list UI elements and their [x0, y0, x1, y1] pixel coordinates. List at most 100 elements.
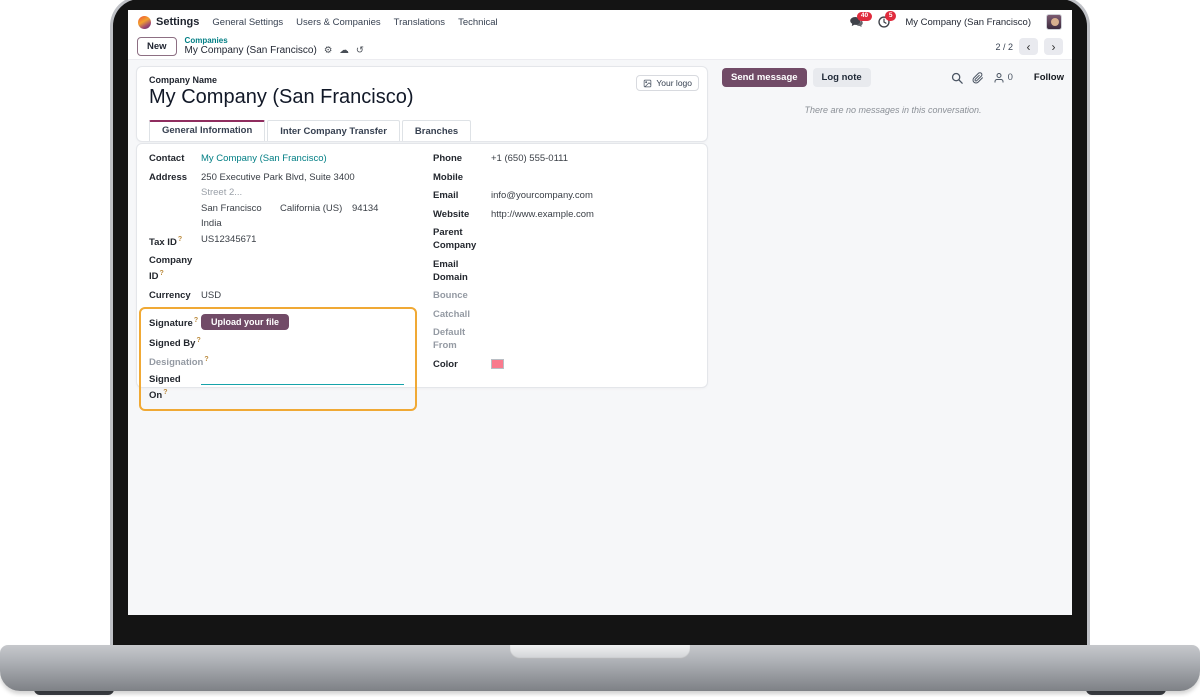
contact-field-row: Contact My Company (San Francisco) — [149, 152, 421, 165]
followers-count: 0 — [1007, 72, 1013, 83]
phone-input[interactable]: +1 (650) 555-0111 — [491, 153, 569, 164]
signature-label: Signature? — [149, 317, 199, 329]
email-input[interactable]: info@yourcompany.com — [491, 190, 593, 201]
record-pager: 2 / 2 ‹ › — [995, 38, 1063, 55]
company-name-label: Company Name — [149, 75, 218, 85]
tab-inter-company-transfer[interactable]: Inter Company Transfer — [267, 120, 400, 141]
company-name-input[interactable]: My Company (San Francisco) — [149, 86, 414, 108]
email-field-row: Email info@yourcompany.com — [433, 189, 707, 202]
default-from-field-row: Default From — [433, 326, 707, 352]
upload-logo-button[interactable]: Your logo — [636, 75, 699, 91]
catchall-field-row: Catchall — [433, 308, 707, 321]
follow-button[interactable]: Follow — [1033, 72, 1064, 83]
messages-button[interactable]: 40 — [850, 11, 872, 28]
email-label: Email — [433, 190, 459, 201]
pager-previous-button[interactable]: ‹ — [1019, 38, 1038, 55]
parent-company-label: Parent Company — [433, 227, 477, 251]
currency-field-row: Currency USD — [149, 289, 421, 302]
followers-button[interactable]: 0 — [993, 72, 1013, 84]
bounce-field-row: Bounce — [433, 289, 707, 302]
discard-icon[interactable]: ↺ — [355, 45, 364, 57]
currency-label: Currency — [149, 289, 191, 301]
catchall-label: Catchall — [433, 308, 470, 320]
chatter-panel: Send message Log note 0 Follow The — [722, 68, 1064, 115]
tab-branches[interactable]: Branches — [401, 120, 472, 141]
currency-input[interactable]: USD — [201, 289, 222, 301]
attachments-icon[interactable] — [972, 71, 984, 84]
breadcrumb: Companies My Company (San Francisco) ⚙ ☁… — [185, 36, 364, 57]
app-name: Settings — [156, 16, 200, 28]
company-id-label: Company ID? — [149, 255, 193, 282]
breadcrumb-companies-link[interactable]: Companies — [184, 36, 228, 46]
form-right-column: Phone +1 (650) 555-0111 Mobile Email inf… — [433, 152, 707, 387]
log-note-button[interactable]: Log note — [812, 68, 871, 87]
activities-badge: 5 — [885, 11, 896, 21]
state-input[interactable]: California (US) — [280, 202, 343, 214]
breadcrumb-current: My Company (San Francisco) — [184, 45, 317, 57]
user-avatar[interactable] — [1046, 14, 1062, 30]
company-switcher[interactable]: My Company (San Francisco) — [905, 16, 1031, 28]
empty-conversation-text: There are no messages in this conversati… — [804, 105, 982, 115]
app-switcher[interactable]: Settings — [138, 15, 200, 29]
new-button[interactable]: New — [137, 37, 177, 56]
signature-highlight-box: Signature? Upload your file Signed By? D… — [139, 307, 417, 411]
help-icon: ? — [204, 356, 209, 363]
tab-general-information[interactable]: General Information — [149, 120, 266, 141]
color-swatch[interactable] — [491, 358, 504, 369]
tax-id-field-row: Tax ID? US12345671 — [149, 233, 421, 249]
address-field-block: Address 250 Executive Park Blvd, Suite 3… — [149, 171, 421, 231]
website-input[interactable]: http://www.example.com — [491, 208, 594, 220]
help-icon: ? — [159, 270, 164, 277]
street-input[interactable]: 250 Executive Park Blvd, Suite 3400 — [201, 171, 355, 183]
default-from-label: Default From — [433, 327, 466, 351]
help-icon: ? — [196, 336, 201, 344]
phone-label: Phone — [433, 153, 463, 164]
save-cloud-icon[interactable]: ☁ — [339, 45, 349, 57]
search-messages-icon[interactable] — [951, 72, 963, 84]
laptop-screen-bezel: Settings General Settings Users & Compan… — [110, 0, 1090, 647]
menu-translations[interactable]: Translations — [393, 16, 446, 28]
menu-general-settings[interactable]: General Settings — [212, 16, 284, 28]
activities-button[interactable]: 5 — [878, 11, 896, 28]
gear-menu-icon[interactable]: ⚙ — [323, 45, 333, 57]
country-input[interactable]: India — [201, 218, 222, 229]
pager-next-button[interactable]: › — [1044, 38, 1063, 55]
street2-input[interactable]: Street 2... — [201, 187, 243, 198]
mobile-label: Mobile — [433, 171, 464, 183]
mobile-field-row: Mobile — [433, 171, 707, 184]
menu-users-companies[interactable]: Users & Companies — [296, 16, 381, 28]
website-label: Website — [433, 208, 470, 220]
help-icon: ? — [177, 235, 183, 243]
signed-on-label: Signed On? — [149, 373, 181, 401]
color-label: Color — [433, 358, 458, 370]
email-domain-field-row: Email Domain — [433, 258, 707, 284]
control-panel: New Companies My Company (San Francisco)… — [128, 34, 1072, 60]
upload-signature-button[interactable]: Upload your file — [201, 314, 290, 330]
help-icon: ? — [193, 317, 199, 324]
notebook-tabs: General Information Inter Company Transf… — [149, 120, 695, 141]
odoo-logo-icon — [138, 15, 151, 29]
designation-label: Designation? — [149, 356, 209, 368]
signature-field-row: Signature? Upload your file — [149, 314, 409, 330]
zip-input[interactable]: 94134 — [352, 202, 379, 214]
contact-link[interactable]: My Company (San Francisco) — [201, 153, 327, 164]
tax-id-label: Tax ID? — [149, 235, 183, 248]
menu-technical[interactable]: Technical — [458, 16, 498, 28]
bounce-label: Bounce — [433, 290, 468, 301]
city-input[interactable]: San Francisco — [201, 202, 262, 214]
phone-field-row: Phone +1 (650) 555-0111 — [433, 152, 707, 165]
send-message-button[interactable]: Send message — [722, 68, 807, 87]
laptop-base — [0, 645, 1200, 691]
clock-icon — [878, 16, 891, 28]
odoo-screen: Settings General Settings Users & Compan… — [128, 10, 1072, 615]
city-state-zip-row: San Francisco California (US) 94134 — [201, 202, 421, 215]
tax-id-input[interactable]: US12345671 — [201, 233, 257, 245]
upload-logo-label: Your logo — [656, 78, 692, 88]
messages-badge: 40 — [857, 11, 872, 21]
signed-on-input[interactable] — [201, 373, 404, 385]
help-icon: ? — [163, 388, 168, 396]
contact-label: Contact — [149, 153, 185, 164]
form-sheet-card: Contact My Company (San Francisco) Addre… — [136, 143, 708, 411]
signed-by-label: Signed By? — [149, 336, 201, 349]
